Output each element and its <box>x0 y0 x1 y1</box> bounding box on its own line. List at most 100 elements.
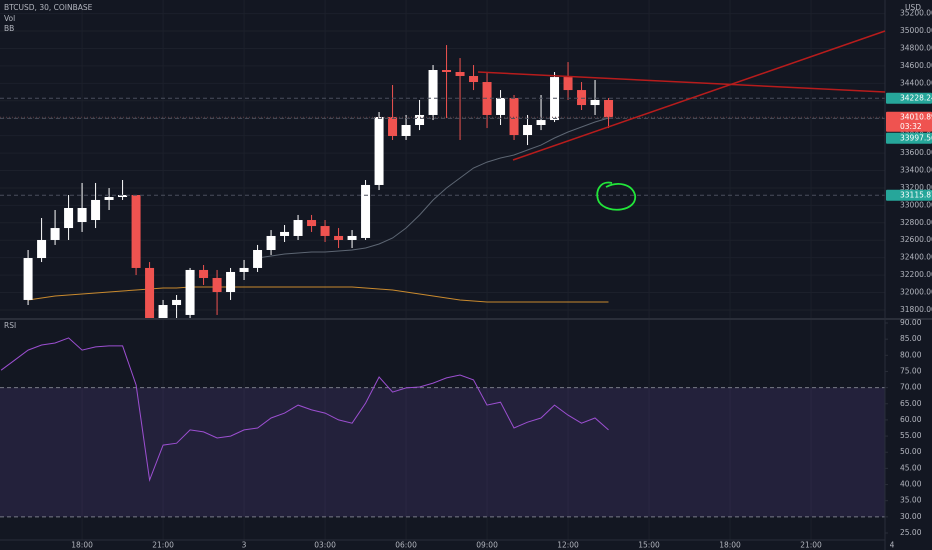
drawings <box>477 30 886 211</box>
price-label: 33115.87 <box>900 191 932 200</box>
y-tick-label: 50.00 <box>900 447 922 456</box>
candle-body <box>77 207 87 223</box>
rsi-band-fill <box>0 387 885 517</box>
y-tick-label: 33400.00 <box>900 166 932 175</box>
rsi-line <box>0 337 609 482</box>
candle-body <box>563 77 573 91</box>
y-tick-label: 32200.00 <box>900 270 932 279</box>
candle-body <box>50 228 60 240</box>
candle-body <box>199 269 209 278</box>
price-label: 34228.24 <box>900 94 932 103</box>
y-tick-label: 40.00 <box>900 480 922 489</box>
x-tick-label: 4 <box>890 541 895 550</box>
candle-body <box>118 195 128 198</box>
candle-body <box>64 207 74 229</box>
candle-body <box>496 97 506 115</box>
price-label-box <box>886 189 932 201</box>
indicator-line <box>257 117 609 259</box>
y-tick-label: 32600.00 <box>900 235 932 244</box>
trend-line <box>477 71 886 93</box>
candle-body <box>172 299 182 306</box>
y-tick-label: 45.00 <box>900 463 922 472</box>
candle-body <box>104 197 114 200</box>
y-tick-label: 32400.00 <box>900 253 932 262</box>
y-tick-label: 32000.00 <box>900 288 932 297</box>
price-pane <box>0 45 885 318</box>
candle-body <box>455 72 465 77</box>
x-tick-label: 12:00 <box>557 541 579 550</box>
x-tick-label: 18:00 <box>71 541 93 550</box>
price-label-box <box>886 111 932 132</box>
candle-body <box>374 116 384 185</box>
candle-body <box>590 99 600 106</box>
price-label: 34010.89 <box>900 113 932 122</box>
candle-body <box>226 271 236 293</box>
y-tick-label: 85.00 <box>900 334 922 343</box>
trend-line <box>512 30 886 161</box>
candle-body <box>482 82 492 115</box>
candle-body <box>239 267 249 272</box>
candle-body <box>415 114 425 126</box>
candle-body <box>23 258 33 300</box>
candle-body <box>320 226 330 236</box>
x-tick-label: 21:00 <box>800 541 822 550</box>
candle-body <box>388 116 398 136</box>
indicator-label: Vol <box>4 14 15 23</box>
x-tick-label: 21:00 <box>152 541 174 550</box>
y-tick-label: 34600.00 <box>900 61 932 70</box>
candle-body <box>280 231 290 236</box>
candle-body <box>334 235 344 240</box>
price-countdown: 03:32 <box>900 122 922 131</box>
indicator-label: BB <box>4 24 14 33</box>
candle-body <box>266 235 276 251</box>
x-tick-label: 09:00 <box>476 541 498 550</box>
candle-body <box>347 235 357 240</box>
y-tick-label: 35000.00 <box>900 26 932 35</box>
candle-body <box>509 97 519 136</box>
y-tick-label: 33200.00 <box>900 183 932 192</box>
indicator-line <box>28 286 609 303</box>
hand-drawn-circle <box>596 181 636 211</box>
y-tick-label: 60.00 <box>900 415 922 424</box>
x-tick-label: 06:00 <box>395 541 417 550</box>
candle-body <box>293 220 303 236</box>
candle-body <box>307 220 317 227</box>
candle-body <box>442 69 452 73</box>
y-tick-label: 70.00 <box>900 383 922 392</box>
y-tick-label: 75.00 <box>900 366 922 375</box>
x-tick-label: 03:00 <box>314 541 336 550</box>
y-tick-label: 35200.00 <box>900 9 932 18</box>
y-tick-label: 33600.00 <box>900 148 932 157</box>
x-tick-label: 3 <box>242 541 247 550</box>
rsi-pane <box>0 320 885 540</box>
candle-body <box>212 277 222 293</box>
y-tick-label: 34800.00 <box>900 43 932 52</box>
candle-body <box>91 199 101 221</box>
candle-body <box>523 125 533 136</box>
price-label-box <box>886 132 932 144</box>
candle-body <box>536 120 546 126</box>
y-tick-label: 80.00 <box>900 350 922 359</box>
x-tick-label: 15:00 <box>638 541 660 550</box>
rsi-title: RSI <box>4 321 16 330</box>
candle-body <box>185 269 195 315</box>
y-tick-label: 35.00 <box>900 496 922 505</box>
price-label: 33997.56 <box>900 134 932 143</box>
candle-body <box>401 125 411 136</box>
chart-title: BTCUSD, 30, COINBASE <box>4 3 93 12</box>
currency-label: USD <box>905 3 921 12</box>
price-label-box <box>886 92 932 104</box>
candle-body <box>604 99 614 118</box>
y-tick-label: 32800.00 <box>900 218 932 227</box>
y-tick-label: 65.00 <box>900 399 922 408</box>
candle-body <box>145 267 155 318</box>
y-tick-label: 33000.00 <box>900 200 932 209</box>
y-tick-label: 34400.00 <box>900 78 932 87</box>
y-tick-label: 31800.00 <box>900 305 932 314</box>
candle-body <box>428 69 438 115</box>
candle-body <box>253 250 263 268</box>
y-tick-label: 55.00 <box>900 431 922 440</box>
candle-body <box>361 184 371 238</box>
candle-body <box>469 76 479 83</box>
